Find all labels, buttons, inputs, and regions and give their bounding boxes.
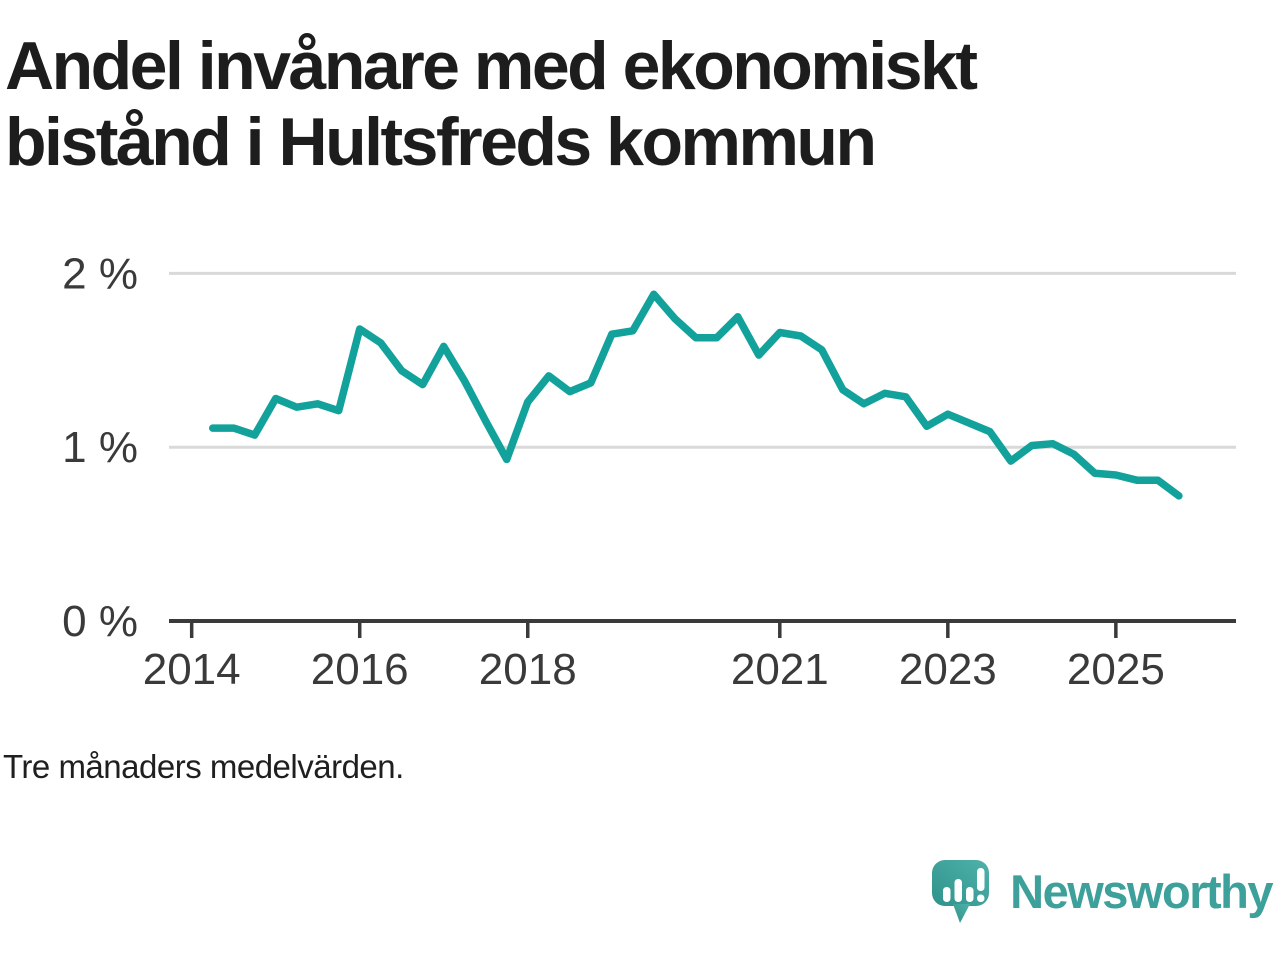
chart-title-line1: Andel invånare med ekonomiskt [5,28,978,104]
logo-speech-bubble-tail [953,904,971,923]
logo-bar-chart-exclamation-icon [943,868,985,902]
y-axis-label: 2 % [62,249,138,298]
newsworthy-logo: Newsworthy [931,858,1273,930]
x-axis-label: 2025 [1067,645,1165,694]
newsworthy-bubble-icon [932,860,990,923]
y-axis-label: 0 % [62,597,138,646]
x-axis-label: 2023 [899,645,997,694]
newsworthy-wordmark: Newsworthy [1010,865,1273,918]
chart-title-line2: bistånd i Hultsfreds kommun [5,104,877,180]
data-line-series [208,290,1183,500]
x-axis-label: 2018 [479,645,577,694]
y-axis-label: 1 % [62,423,138,472]
x-axis-label: 2014 [143,645,241,694]
chart-footnote: Tre månaders medelvärden. [3,748,404,785]
x-axis-label: 2016 [311,645,409,694]
chart-title: Andel invånare med ekonomiskt bistånd i … [5,28,1205,180]
x-axis-label: 2021 [731,645,829,694]
